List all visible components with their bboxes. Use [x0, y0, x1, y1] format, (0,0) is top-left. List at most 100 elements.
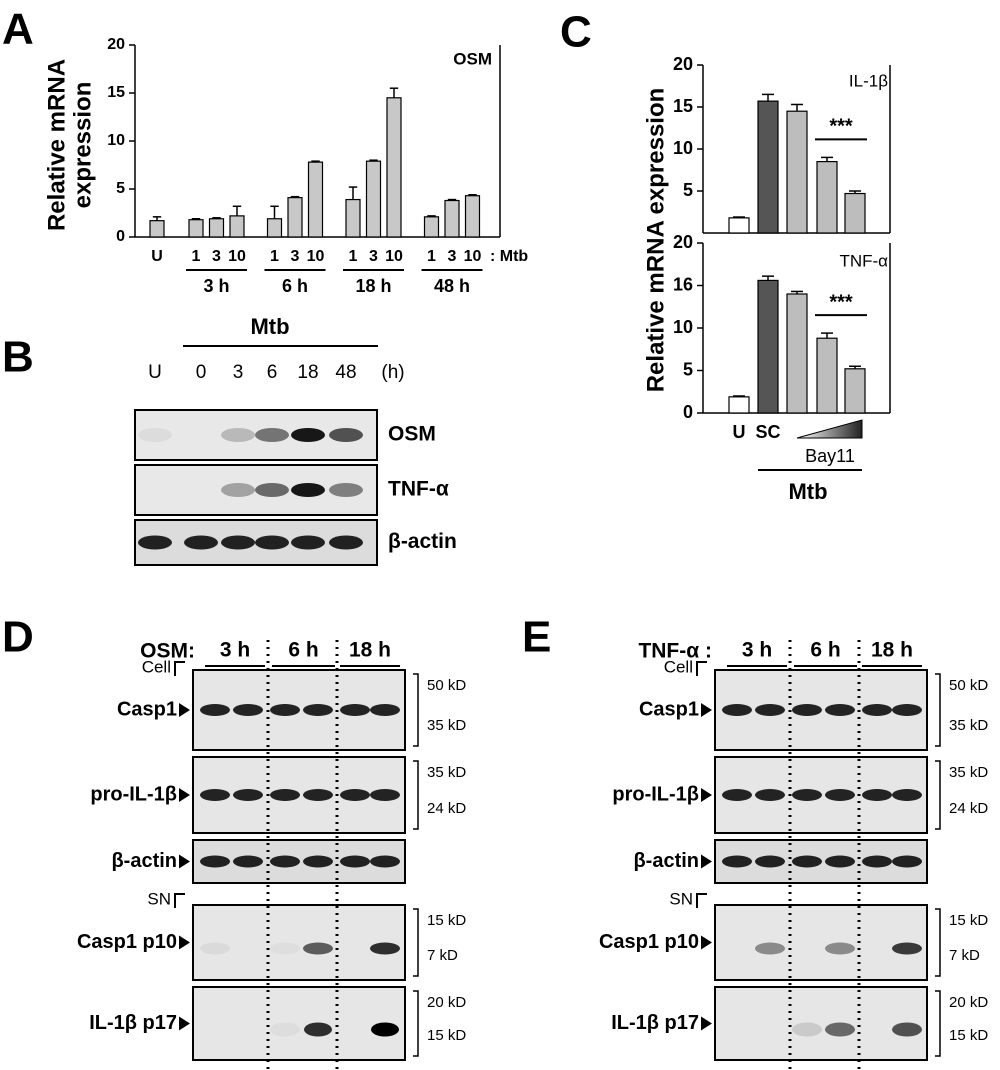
x-tick-label: 10 [307, 248, 325, 265]
bar [844, 192, 866, 234]
time-label: 3 h [220, 639, 250, 662]
lane-label: 0 [196, 362, 207, 383]
band [370, 789, 400, 801]
row-label: β-actin [633, 850, 699, 872]
band [892, 942, 922, 955]
band [340, 855, 370, 868]
band [722, 704, 752, 716]
x-tick-label: 3 [369, 248, 378, 265]
x-tick-label: U [151, 248, 163, 265]
band [329, 428, 363, 442]
bar [287, 197, 303, 238]
band [200, 855, 230, 868]
band [303, 942, 333, 955]
group-label: 3 h [203, 276, 229, 296]
band [340, 704, 370, 716]
bar [816, 337, 838, 414]
y-tick-label: 5 [116, 180, 125, 197]
band [370, 704, 400, 716]
marker-bracket [935, 760, 941, 830]
treatment-label: Bay11 [805, 446, 855, 466]
band [862, 789, 892, 801]
size-marker: 20 kD [949, 994, 988, 1011]
marker-bracket [935, 673, 941, 747]
band [303, 789, 333, 801]
y-tick-label: 0 [683, 402, 693, 422]
size-marker: 35 kD [949, 717, 988, 734]
bar [229, 215, 245, 238]
band [370, 942, 400, 955]
arrowhead [179, 935, 190, 950]
band [825, 1022, 855, 1037]
fraction-label: SN [669, 889, 693, 908]
y-tick-label: 10 [673, 138, 693, 158]
band [291, 483, 325, 497]
row-label: OSM [388, 423, 436, 446]
blot-box [192, 904, 406, 981]
band [825, 704, 855, 716]
size-marker: 20 kD [427, 994, 466, 1011]
bar [786, 110, 808, 234]
marker-bracket [935, 990, 941, 1057]
band [184, 535, 218, 550]
band [825, 789, 855, 801]
marker-bracket [413, 673, 419, 747]
row-label: Casp1 [639, 698, 699, 720]
bar [365, 160, 382, 238]
band [825, 942, 855, 955]
size-marker: 24 kD [427, 800, 466, 817]
band [233, 704, 263, 716]
band [722, 789, 752, 801]
row-label: IL-1β p17 [611, 1012, 699, 1034]
row-label: IL-1β p17 [89, 1012, 177, 1034]
x-tick-label: 10 [385, 248, 403, 265]
band [233, 855, 263, 868]
bar [728, 217, 750, 234]
y-tick-label: 5 [683, 359, 693, 379]
size-marker: 35 kD [427, 764, 466, 781]
size-marker: 15 kD [427, 1027, 466, 1044]
band [792, 789, 822, 801]
band [291, 428, 325, 442]
band [291, 535, 325, 550]
band [792, 855, 822, 868]
band [892, 855, 922, 868]
x-tick-label: 3 [448, 248, 457, 265]
band [755, 789, 785, 801]
bar [786, 293, 808, 414]
band [221, 535, 255, 550]
bar [423, 216, 440, 238]
band [221, 428, 255, 442]
marker-bracket [935, 908, 941, 977]
arrowhead [701, 703, 712, 717]
time-label: 6 h [810, 639, 840, 662]
row-label: β-actin [111, 850, 177, 872]
band [138, 428, 172, 442]
y-tick-label: 5 [683, 180, 693, 200]
marker-bracket [413, 908, 419, 977]
bar [266, 218, 283, 238]
band [862, 704, 892, 716]
annotation: TNF-α [839, 251, 888, 270]
y-tick-label: 20 [673, 54, 693, 74]
x-tick-label: 3 [212, 248, 221, 265]
band [200, 942, 230, 955]
bar [188, 219, 204, 238]
fraction-label: Cell [664, 657, 693, 676]
lane-label: U [148, 362, 162, 383]
x-tick-label: SC [755, 422, 780, 442]
band [862, 855, 892, 868]
group-label: 48 h [434, 276, 470, 296]
y-axis-label: expression [69, 82, 96, 209]
panel-label: D [2, 613, 34, 662]
y-tick-label: 20 [107, 36, 125, 53]
lane-label: 3 [233, 362, 244, 383]
marker-bracket [413, 990, 419, 1057]
band [329, 535, 363, 550]
time-label: 3 h [742, 639, 772, 662]
band [340, 789, 370, 801]
panel-label: E [522, 613, 551, 662]
header: Mtb [250, 314, 289, 339]
y-axis-label: Relative mRNA [43, 59, 70, 231]
band [892, 789, 922, 801]
